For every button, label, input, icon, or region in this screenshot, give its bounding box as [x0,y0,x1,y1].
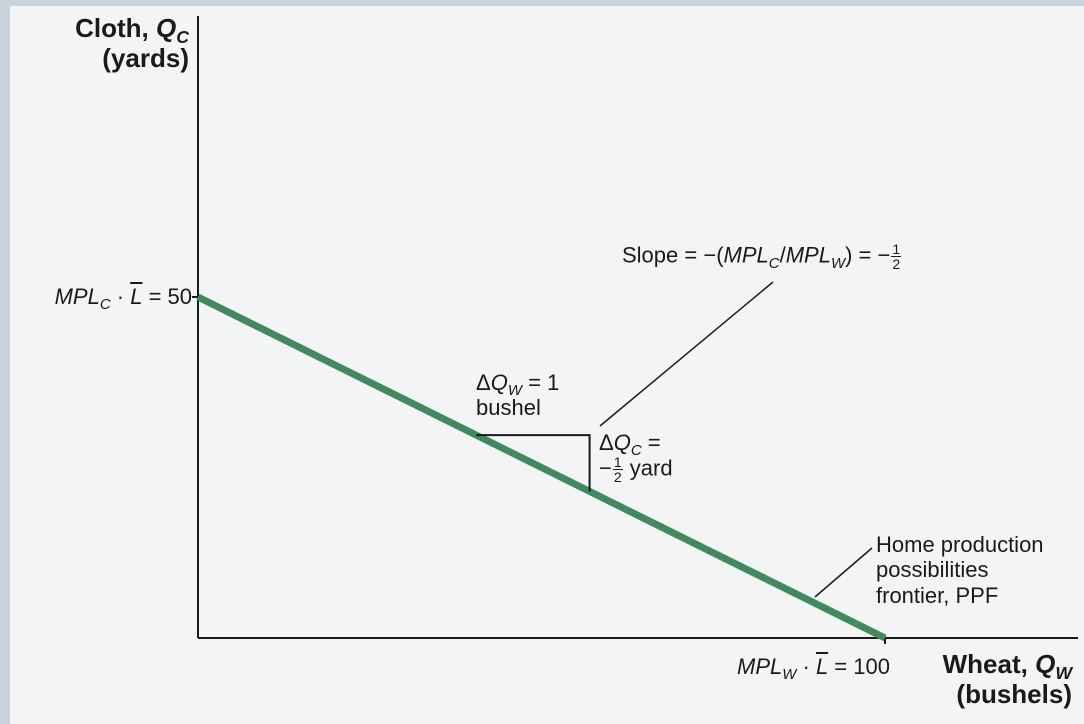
top-border [0,0,1084,6]
dc-delta: Δ [599,430,614,455]
y-title-sub: C [176,27,189,48]
dc-frac-num: 1 [612,454,623,471]
ppf-label-line3: frontier, PPF [876,582,999,608]
x-int-dot: · [796,654,816,679]
ppf-line [196,293,887,642]
dc-q: Q [613,430,631,455]
x-int-mpl: MPL [737,654,783,679]
ppf-leader-line [814,547,873,598]
y-int-mpl: MPL [54,284,100,309]
slope-annotation: Slope = −(MPLC/MPLW) = −1 2 [622,241,902,272]
slope-frac-num: 1 [891,241,902,257]
delta-w-annotation: ΔQW = 1 bushel [476,370,559,421]
dw-delta: Δ [476,370,491,395]
dc-unit: yard [623,455,673,481]
dc-minus: − [599,455,612,481]
dw-eq: = 1 [521,370,560,395]
y-int-value: = 50 [142,284,192,309]
dc-frac-den: 2 [613,469,622,486]
slope-mplw: MPL [785,242,831,268]
dw-sub: W [507,382,522,400]
ppf-label-line1: Home production [876,532,1044,557]
x-title-text: Wheat, [942,649,1036,679]
dc-sub: C [630,442,642,460]
slope-frac-den: 2 [892,256,901,272]
ppf-label: Home production possibilities frontier, … [876,532,1044,608]
slope-leader-line [599,281,774,427]
y-axis-title: Cloth, QC (yards) [75,13,189,74]
slope-mplc: MPL [723,242,769,268]
y-title-text: Cloth, [75,13,156,43]
y-int-sub: C [99,296,111,314]
slope-suffix: ) = − [845,242,891,268]
x-int-l: L [815,654,829,679]
slope-triangle [476,434,591,492]
slope-subw: W [830,254,846,272]
x-int-value: = 100 [828,654,890,679]
x-axis-title: Wheat, QW (bushels) [942,649,1072,710]
dc-eq: = [641,430,661,455]
x-int-sub: W [782,666,797,684]
ppf-label-line2: possibilities [876,557,989,583]
y-title-unit: (yards) [102,42,189,73]
y-intercept-label: MPLC · L = 50 [54,284,192,313]
dw-unit: bushel [476,395,541,421]
x-title-sub: W [1055,663,1072,684]
x-intercept-label: MPLW · L = 100 [737,654,890,683]
y-int-l: L [130,284,143,309]
left-border [0,0,10,724]
slope-prefix: Slope = −( [622,242,724,268]
slope-subc: C [768,254,780,272]
slope-div: / [779,242,786,268]
dw-q: Q [490,370,508,395]
x-title-var: Q [1035,649,1056,679]
y-title-var: Q [156,13,177,43]
delta-c-annotation: ΔQC = −1 2 yard [599,430,673,484]
y-int-dot: · [110,284,131,309]
x-title-unit: (bushels) [956,678,1072,709]
